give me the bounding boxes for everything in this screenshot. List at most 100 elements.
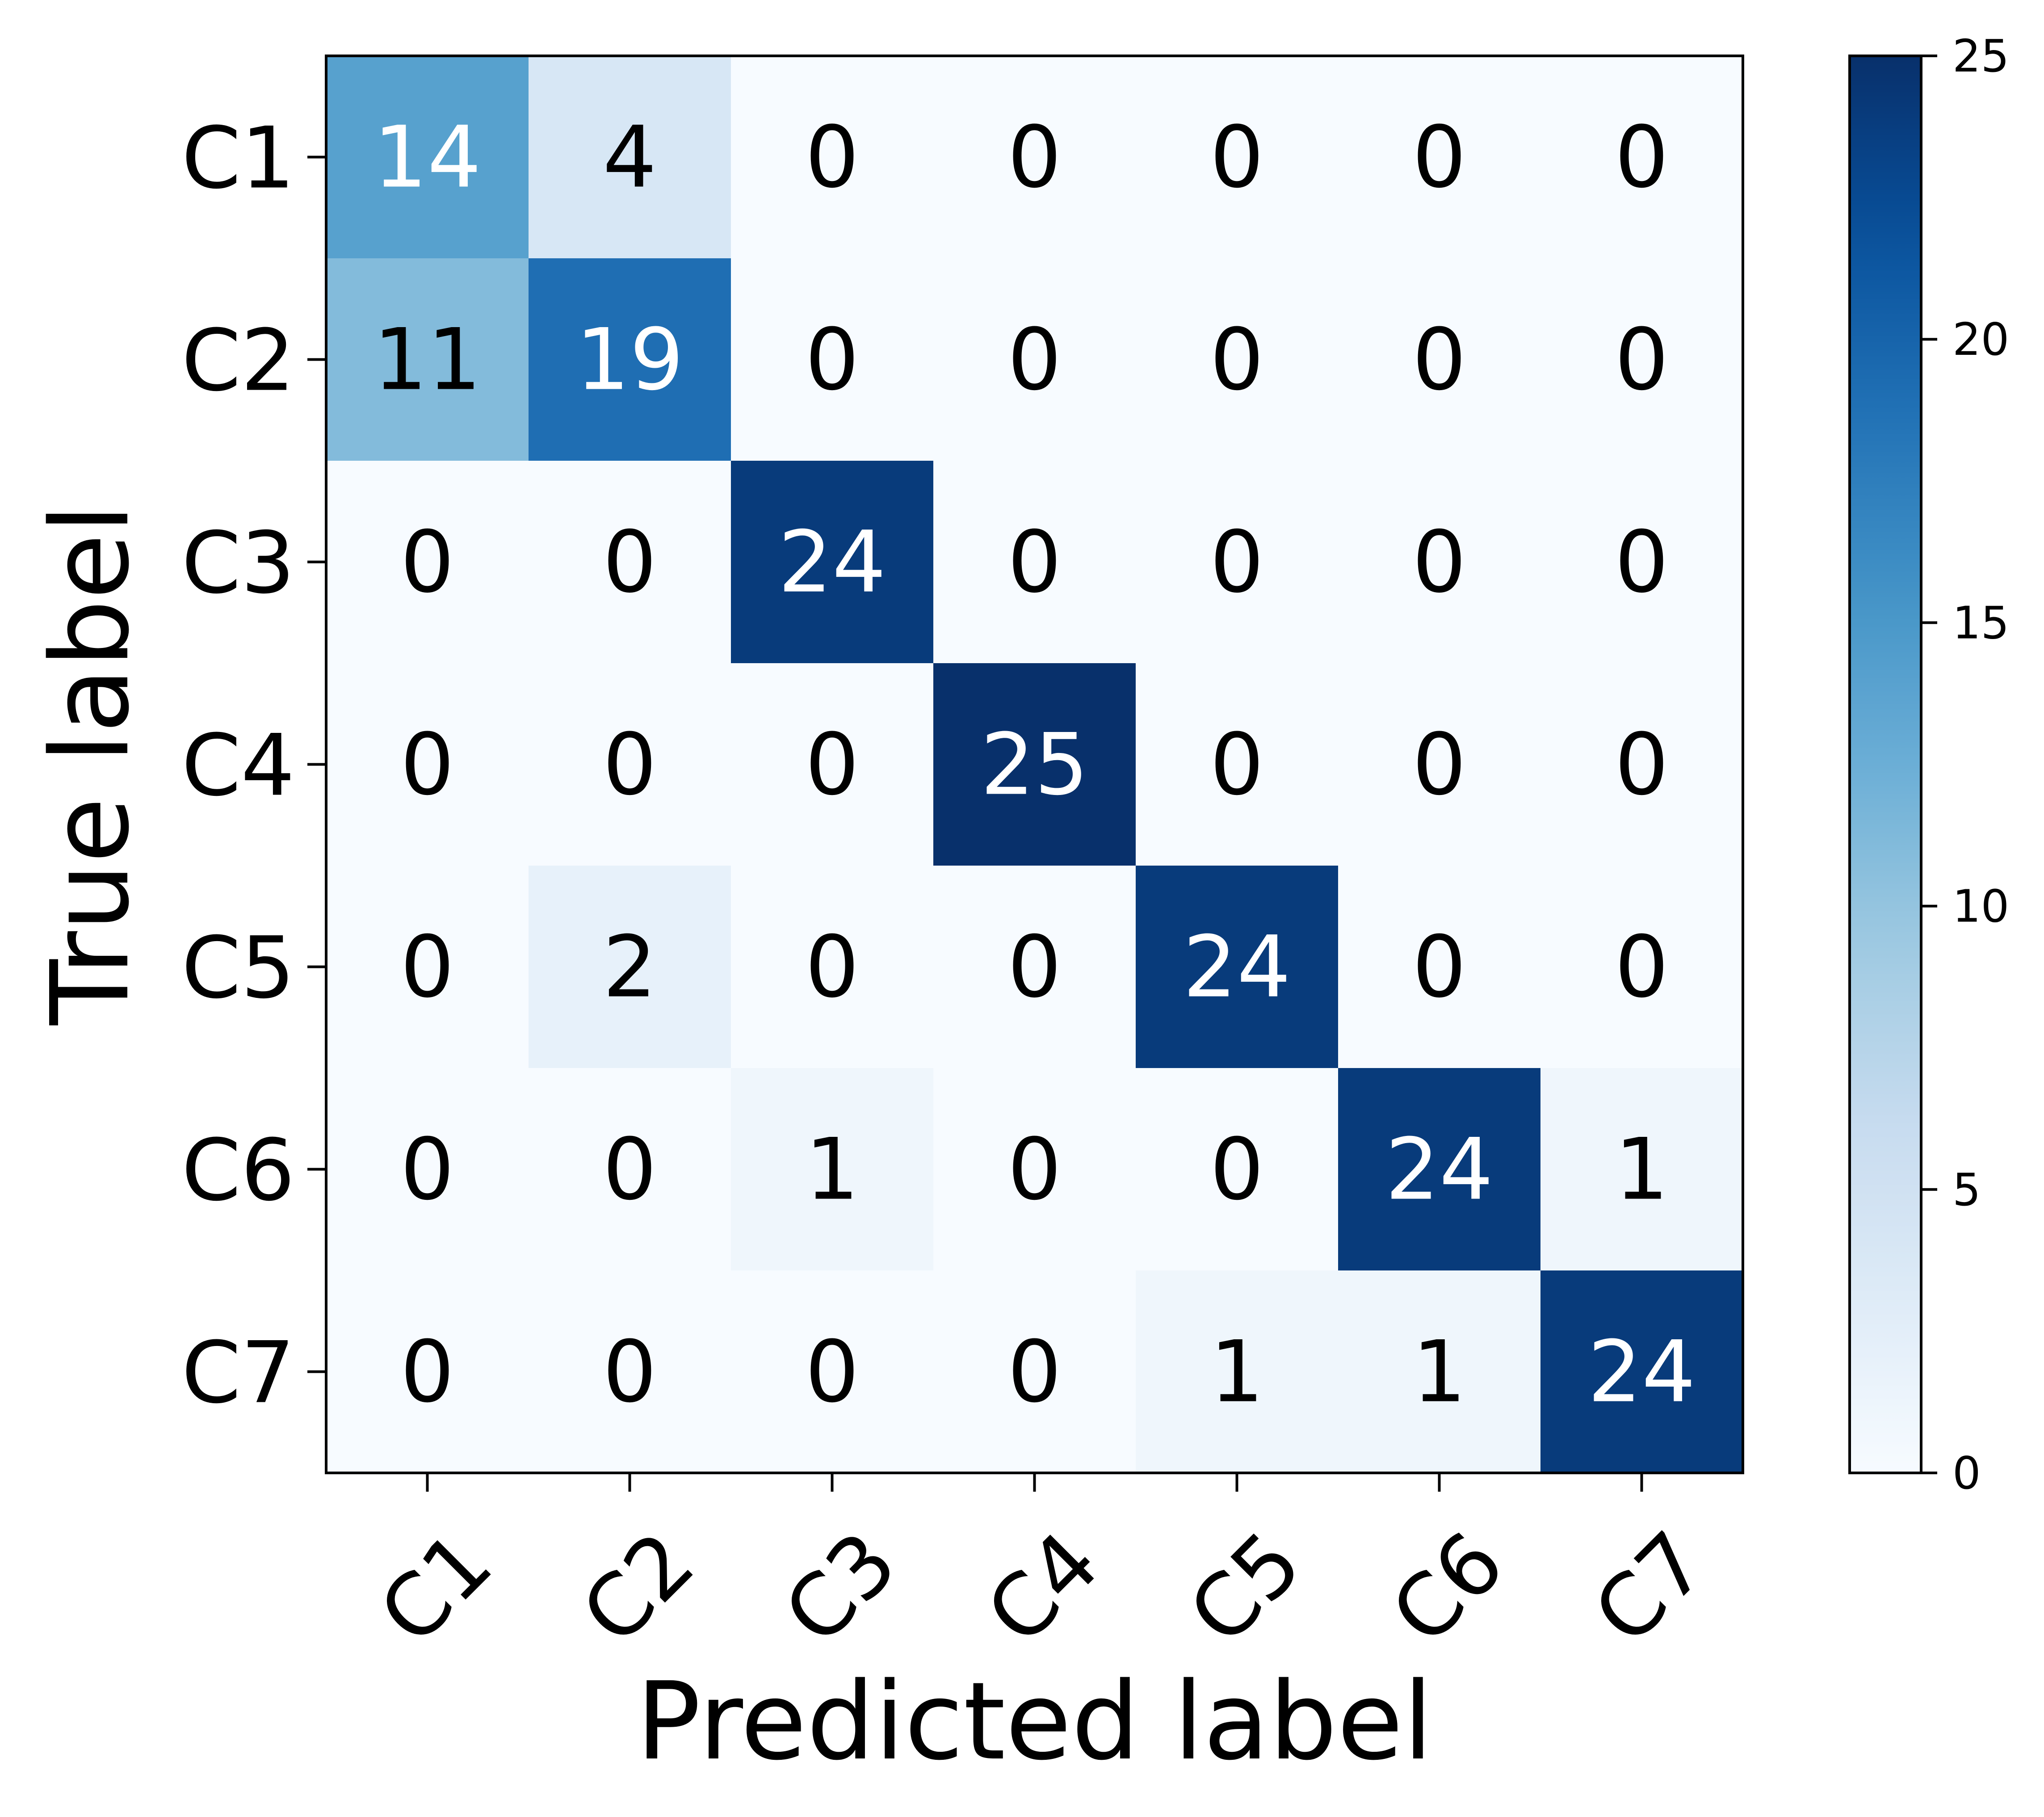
- x-tick-label: C6: [1372, 1513, 1523, 1663]
- y-tick-label: C7: [181, 1324, 295, 1422]
- cell-value-label: 14: [374, 108, 482, 207]
- cell-value-label: 4: [603, 108, 657, 207]
- colorbar-tick-label: 5: [1952, 1164, 1981, 1216]
- y-tick-label: C3: [181, 514, 295, 613]
- heatmap-cell: [1540, 1270, 1743, 1473]
- heatmap-cell: [529, 1270, 731, 1473]
- x-tick-label: C3: [765, 1513, 915, 1663]
- heatmap-cell: [326, 866, 529, 1068]
- heatmap-cell: [1540, 1068, 1743, 1271]
- cell-value-label: 0: [1007, 108, 1062, 207]
- cell-value-label: 1: [1412, 1323, 1466, 1422]
- cell-value-label: 0: [1412, 311, 1466, 409]
- heatmap-cell: [933, 866, 1136, 1068]
- heatmap-cell: [326, 258, 529, 461]
- cell-value-label: 0: [1412, 108, 1466, 207]
- cell-value-label: 1: [1210, 1323, 1264, 1422]
- y-axis-ticks: C1 C2 C3 C4 C5 C6 C7: [181, 109, 326, 1422]
- heatmap-cell: [326, 663, 529, 866]
- x-tick-label: C7: [1575, 1513, 1725, 1663]
- cell-value-label: 0: [1412, 513, 1466, 612]
- cell-value-label: 0: [1615, 918, 1669, 1017]
- heatmap-cell: [1136, 866, 1339, 1068]
- heatmap-cell: [731, 866, 934, 1068]
- y-tick-label: C6: [181, 1121, 295, 1220]
- cell-value-label: 0: [603, 513, 657, 612]
- cell-value-label: 0: [1412, 918, 1466, 1017]
- heatmap-cell: [731, 461, 934, 664]
- heatmap-cell: [529, 1068, 731, 1271]
- cell-value-label: 24: [1385, 1120, 1494, 1219]
- heatmap-cell: [1540, 663, 1743, 866]
- cell-value-label: 0: [1007, 311, 1062, 409]
- colorbar-tick-label: 20: [1952, 313, 2009, 366]
- heatmap-cell: [1338, 1068, 1541, 1271]
- heatmap-cell: [1136, 1270, 1339, 1473]
- heatmap-cell: [731, 258, 934, 461]
- cell-value-label: 0: [1210, 1120, 1264, 1219]
- heatmap-cell: [1136, 258, 1339, 461]
- cell-value-label: 0: [1210, 108, 1264, 207]
- heatmap-cell: [326, 56, 529, 259]
- cell-value-label: 0: [603, 715, 657, 814]
- cell-value-label: 0: [805, 108, 859, 207]
- heatmap-cell: [1136, 461, 1339, 664]
- heatmap-cell: [529, 461, 731, 664]
- cell-value-label: 0: [1615, 108, 1669, 207]
- cell-value-label: 0: [1210, 715, 1264, 814]
- y-tick-label: C2: [181, 311, 295, 410]
- colorbar-tick-label: 15: [1952, 597, 2009, 649]
- heatmap-cells: [326, 56, 1743, 1473]
- x-tick-label: C1: [361, 1513, 511, 1663]
- heatmap-cell: [1338, 1270, 1541, 1473]
- colorbar-ticks: 0 5 10 15 20 25: [1921, 30, 2009, 1499]
- cell-value-label: 24: [778, 513, 886, 612]
- colorbar-tick-label: 10: [1952, 880, 2009, 933]
- cell-value-label: 0: [1007, 513, 1062, 612]
- heatmap-cell: [933, 1068, 1136, 1271]
- cell-value-label: 0: [400, 918, 454, 1017]
- heatmap-cell: [1136, 663, 1339, 866]
- cell-value-label: 0: [400, 715, 454, 814]
- cell-value-label: 0: [805, 918, 859, 1017]
- heatmap-cell: [529, 866, 731, 1068]
- x-tick-label: C4: [968, 1513, 1118, 1663]
- heatmap-cell: [1338, 56, 1541, 259]
- heatmap-cell: [1338, 663, 1541, 866]
- heatmap-cell: [529, 258, 731, 461]
- cell-value-label: 24: [1183, 918, 1291, 1017]
- cell-value-label: 0: [1007, 1323, 1062, 1422]
- cell-value-label: 0: [805, 311, 859, 409]
- cell-value-label: 11: [374, 311, 482, 409]
- y-tick-label: C5: [181, 919, 295, 1018]
- heatmap-cell: [326, 461, 529, 664]
- cell-value-label: 0: [400, 513, 454, 612]
- heatmap-cell: [1338, 461, 1541, 664]
- heatmap-cell: [731, 663, 934, 866]
- cell-value-label: 0: [1412, 715, 1466, 814]
- cell-value-label: 0: [1210, 311, 1264, 409]
- cell-value-label: 24: [1588, 1323, 1696, 1422]
- cell-value-label: 0: [1615, 513, 1669, 612]
- heatmap-cell: [1338, 258, 1541, 461]
- cell-value-label: 19: [576, 311, 684, 409]
- heatmap-cell: [1540, 56, 1743, 259]
- cell-value-label: 2: [603, 918, 657, 1017]
- cell-value-label: 0: [603, 1120, 657, 1219]
- colorbar-tick-label: 0: [1952, 1447, 1981, 1499]
- heatmap-cell: [933, 1270, 1136, 1473]
- heatmap-cell: [933, 663, 1136, 866]
- cell-value-label: 1: [1615, 1120, 1669, 1219]
- x-tick-label: C5: [1170, 1513, 1320, 1663]
- heatmap-cell: [529, 56, 731, 259]
- cell-value-labels: 14 4 0 0 0 0 011 19 0 0 0 0 00 0 24 0 0 0 00 0 0 25 0 0 00 2 0 0 24 0…: [374, 108, 1696, 1422]
- colorbar-frame: [1848, 55, 1922, 1474]
- heatmap-cell: [1136, 56, 1339, 259]
- heatmap-cell: [326, 1270, 529, 1473]
- colorbar-tick-label: 25: [1952, 30, 2009, 82]
- x-axis-ticks: C1 C2 C3 C4 C5 C6 C7: [361, 1473, 1725, 1663]
- heatmap-cell: [933, 258, 1136, 461]
- cell-value-label: 25: [981, 715, 1089, 814]
